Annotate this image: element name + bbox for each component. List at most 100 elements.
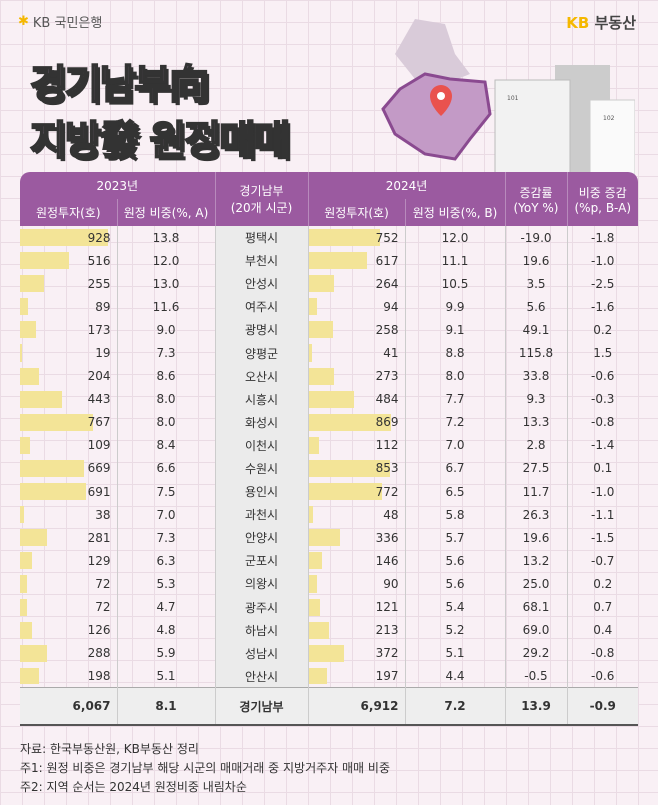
cell-inv24: 90: [307, 572, 405, 596]
bar-inv23: [20, 483, 86, 501]
value-sh24: 9.9: [445, 299, 465, 314]
value-inv24: 258: [375, 322, 399, 337]
value-sh24: 7.0: [445, 438, 465, 453]
value-inv24: 336: [375, 530, 399, 545]
value-chg: 0.1: [593, 461, 613, 476]
cell-sh24: 5.6: [404, 572, 505, 596]
cell-sh23: 13.8: [116, 226, 215, 250]
value-inv23: 19: [95, 346, 111, 361]
cell-yoy: 27.5: [504, 456, 567, 481]
cell-inv23: 38: [20, 503, 117, 526]
value-region: 광명시: [244, 323, 279, 338]
cell-inv24: 772: [307, 480, 405, 504]
cell-inv23: 72: [20, 596, 117, 619]
value-inv24: 273: [375, 369, 399, 384]
value-region: 성남시: [244, 646, 279, 661]
brand-text: 부동산: [594, 14, 636, 32]
bar-inv23: [20, 275, 45, 293]
cell-chg: -0.6: [566, 664, 638, 688]
cell-region: 경기남부: [214, 687, 308, 726]
value-sh23: 12.0: [152, 253, 180, 268]
value-yoy: 13.9: [521, 699, 551, 714]
cell-inv23: 6,067: [20, 687, 117, 726]
building-label-101: 101: [507, 95, 519, 102]
value-yoy: 19.6: [522, 253, 550, 268]
value-sh24: 5.2: [445, 623, 465, 638]
value-sh24: 5.7: [445, 530, 465, 545]
value-inv23: 6,067: [72, 699, 111, 714]
table-row: 72 5.3 의왕시 90 5.6 25.0 0.2: [20, 572, 638, 596]
cell-chg: -1.6: [566, 295, 638, 319]
cell-sh23: 7.3: [116, 341, 215, 365]
cell-chg: 0.2: [566, 318, 638, 342]
value-region: 화성시: [244, 415, 279, 430]
bar-inv23: [20, 575, 27, 593]
header-2024: 2024년: [307, 172, 505, 199]
value-inv24: 752: [375, 230, 399, 245]
bar-inv23: [20, 598, 27, 616]
bar-inv23: [20, 436, 31, 454]
value-inv23: 691: [87, 484, 111, 499]
value-chg: 0.4: [593, 623, 613, 638]
cell-sh23: 13.0: [116, 272, 215, 296]
cell-sh23: 5.3: [116, 572, 215, 596]
cell-region: 과천시: [214, 503, 308, 527]
cell-inv23: 288: [20, 642, 117, 665]
note-1: 주1: 원정 비중은 경기남부 해당 시군의 매매거래 중 지방거주자 매매 비…: [20, 761, 390, 775]
cell-sh23: 9.0: [116, 318, 215, 342]
cell-chg: 1.5: [566, 341, 638, 365]
value-sh24: 12.0: [441, 230, 469, 245]
cell-chg: -1.4: [566, 433, 638, 457]
bar-inv23: [20, 321, 37, 339]
value-inv24: 772: [375, 484, 399, 499]
header-invest-2023: 원정투자(호): [20, 199, 117, 226]
value-sh23: 5.3: [156, 576, 176, 591]
value-inv24: 853: [375, 461, 399, 476]
table-row: 173 9.0 광명시 258 9.1 49.1 0.2: [20, 318, 638, 342]
value-region: 부천시: [244, 254, 279, 269]
cell-inv23: 173: [20, 318, 117, 341]
cell-sh24: 5.4: [404, 595, 505, 619]
value-sh23: 8.0: [156, 415, 176, 430]
cell-region: 광주시: [214, 595, 308, 619]
table-row: 129 6.3 군포시 146 5.6 13.2 -0.7: [20, 549, 638, 573]
bar-inv23: [20, 644, 48, 662]
value-inv24: 617: [375, 253, 399, 268]
cell-inv24: 869: [307, 410, 405, 434]
cell-region: 안양시: [214, 526, 308, 550]
value-sh23: 8.0: [156, 392, 176, 407]
value-yoy: 2.8: [526, 438, 546, 453]
value-sh23: 7.5: [156, 484, 176, 499]
value-yoy: 26.3: [522, 507, 550, 522]
cell-sh23: 6.3: [116, 549, 215, 573]
table-row: 288 5.9 성남시 372 5.1 29.2 -0.8: [20, 641, 638, 665]
value-inv23: 173: [87, 322, 111, 337]
value-chg: -0.3: [591, 392, 615, 407]
note-2: 주2: 지역 순서는 2024년 원정비중 내림차순: [20, 780, 247, 794]
table-row: 516 12.0 부천시 617 11.1 19.6 -1.0: [20, 249, 638, 273]
page-title-line1: 경기남부向: [29, 61, 210, 109]
value-chg: -0.7: [591, 553, 615, 568]
value-yoy: 13.2: [522, 553, 550, 568]
table-row: 443 8.0 시흥시 484 7.7 9.3 -0.3: [20, 387, 638, 411]
value-region: 양평군: [244, 346, 279, 361]
brand-left-text: KB 국민은행: [32, 16, 103, 31]
value-inv24: 121: [375, 600, 399, 615]
kb-kookmin-bank-logo: ✱ KB 국민은행: [18, 12, 102, 31]
cell-yoy: 29.2: [504, 641, 567, 665]
value-sh23: 6.3: [156, 553, 176, 568]
value-inv24: 372: [375, 646, 399, 661]
cell-sh23: 11.6: [116, 295, 215, 319]
value-inv23: 767: [87, 415, 111, 430]
cell-inv24: 372: [307, 641, 405, 665]
value-sh23: 5.9: [156, 646, 176, 661]
cell-inv23: 19: [20, 341, 117, 364]
cell-chg: -1.1: [566, 503, 638, 527]
table-row: 281 7.3 안양시 336 5.7 19.6 -1.5: [20, 526, 638, 550]
value-region: 오산시: [244, 369, 279, 384]
bar-inv24: [308, 252, 368, 270]
cell-inv24: 94: [307, 295, 405, 319]
cell-inv23: 129: [20, 549, 117, 572]
value-inv23: 255: [87, 276, 111, 291]
bar-inv24: [308, 298, 318, 316]
